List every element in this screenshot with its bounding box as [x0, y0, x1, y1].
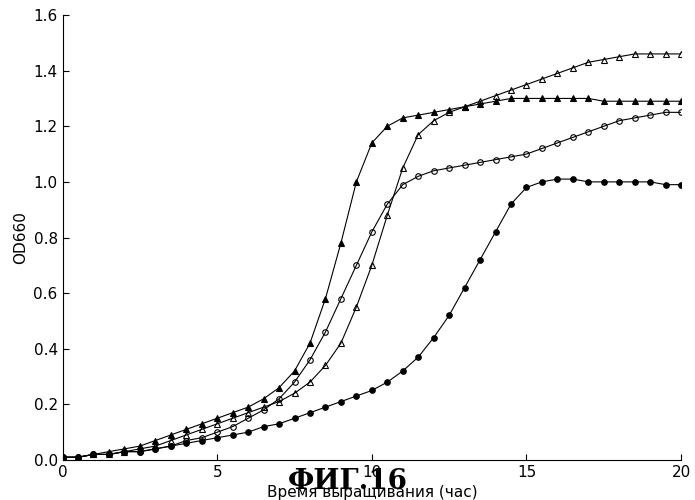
Y-axis label: OD660: OD660 — [13, 211, 28, 264]
Text: ФИГ.16: ФИГ.16 — [288, 468, 407, 495]
X-axis label: Время выращивания (час): Время выращивания (час) — [266, 486, 477, 500]
